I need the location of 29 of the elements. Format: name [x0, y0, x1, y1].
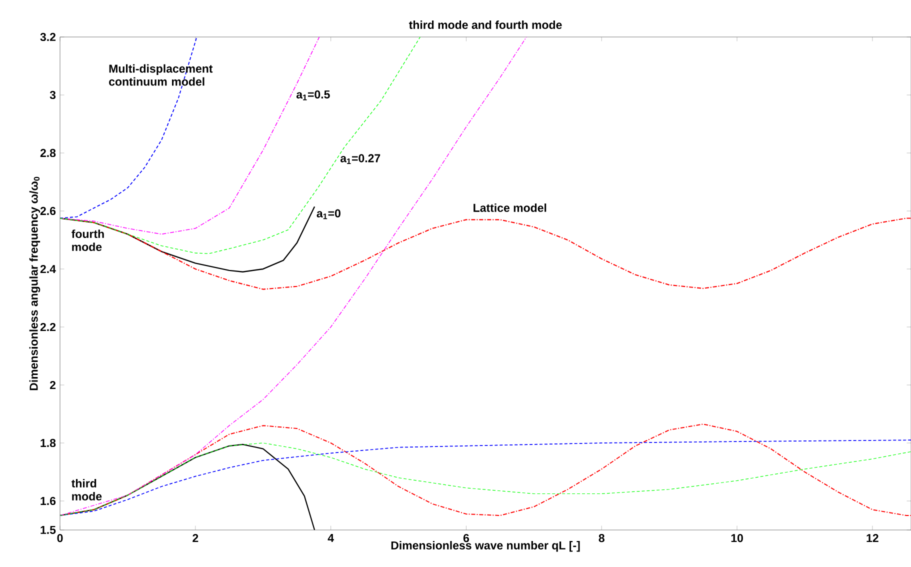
x-tick-label: 0	[57, 534, 63, 542]
y-tick-label: 2.4	[40, 264, 56, 273]
annotation: fourth mode	[72, 230, 104, 252]
chart-title: third mode and fourth mode	[408, 20, 562, 29]
x-tick-label: 4	[328, 534, 334, 542]
annotation: a$_{1}$=0.5	[296, 90, 330, 100]
annotation: Multi-displacement continuum model	[109, 64, 213, 86]
line-series	[60, 218, 911, 290]
x-tick-label: 12	[866, 534, 878, 542]
x-tick-label: 2	[192, 534, 198, 542]
x-tick-label: 6	[463, 534, 469, 542]
annotation: a$_{1}$=0	[316, 209, 340, 220]
annotation: a$_{1}$=0.27	[340, 154, 380, 164]
annotation: third mode	[72, 478, 102, 500]
y-tick-label: 2	[50, 380, 56, 389]
y-tick-label: 1.8	[40, 438, 56, 448]
annotation: Lattice model	[474, 203, 546, 212]
y-tick-label: 1.5	[40, 526, 56, 534]
y-tick-label: 1.6	[40, 496, 56, 506]
y-tick-label: 2.2	[40, 322, 56, 331]
y-tick-label: 3.2	[40, 32, 56, 42]
y-tick-label: 2.8	[40, 148, 56, 158]
x-tick-label: 10	[731, 534, 743, 542]
x-tick-label: 8	[598, 534, 604, 542]
x-axis-title: Dimensionless wave number qL [-]	[391, 541, 580, 552]
y-tick-label: 2.6	[40, 206, 56, 216]
line-series	[60, 206, 316, 272]
y-tick-label: 3	[50, 90, 56, 100]
y-axis-title: Dimensionless angular frequency ω/ω$_{0}$	[29, 176, 40, 390]
